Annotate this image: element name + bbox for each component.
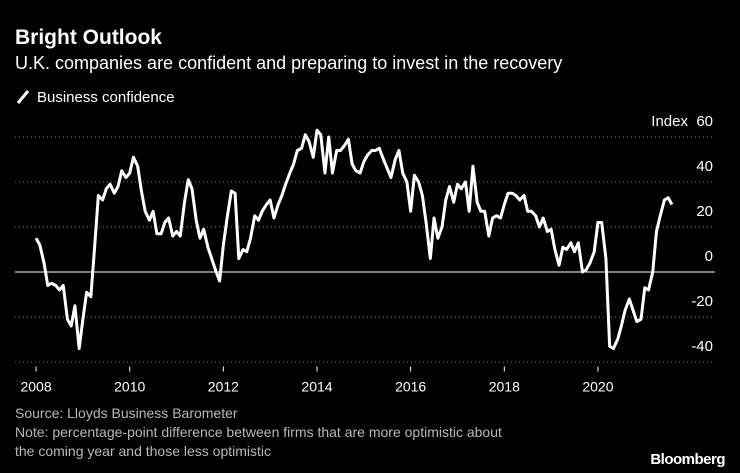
note: the coming year and those less optimisti… [15, 443, 271, 459]
chart-title: Bright Outlook [15, 26, 162, 49]
y-tick-label: 60 [696, 113, 713, 130]
note: Note: percentage-point difference betwee… [15, 424, 502, 440]
x-tick-label: 2020 [582, 379, 613, 395]
logo: Bloomberg [650, 451, 725, 468]
source: Source: Lloyds Business Barometer [15, 405, 238, 421]
y-tick-label: 0 [705, 248, 713, 265]
legend-label: Business confidence [37, 89, 175, 106]
x-tick-label: 2014 [301, 379, 332, 395]
y-tick-label: 40 [696, 158, 713, 175]
y-tick-label: -40 [691, 338, 713, 355]
x-tick-label: 2012 [208, 379, 239, 395]
y-tick-label: -20 [691, 293, 713, 310]
x-tick-label: 2018 [489, 379, 520, 395]
y-tick-label: 20 [696, 203, 713, 220]
legend-swatch [16, 90, 30, 104]
x-tick-label: 2010 [114, 379, 145, 395]
x-tick-label: 2016 [395, 379, 426, 395]
x-tick-label: 2008 [20, 379, 51, 395]
chart-subtitle: U.K. companies are confident and prepari… [15, 53, 562, 73]
data-line [34, 128, 674, 350]
y-axis-label: Index [651, 113, 688, 130]
